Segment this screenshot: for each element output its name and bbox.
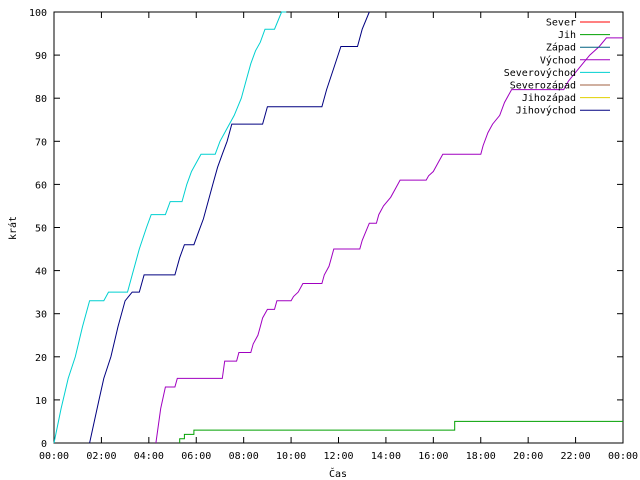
x-tick-label: 18:00 xyxy=(466,451,496,462)
series-line-východ xyxy=(155,37,623,444)
x-tick-label: 20:00 xyxy=(513,451,543,462)
y-tick-label: 80 xyxy=(35,94,47,105)
legend-label: Sever xyxy=(546,18,576,29)
y-tick-label: 60 xyxy=(35,180,47,191)
y-tick-label: 90 xyxy=(35,51,47,62)
x-tick-label: 10:00 xyxy=(276,451,306,462)
legend-label: Jihozápad xyxy=(522,92,576,104)
x-tick-label: 02:00 xyxy=(86,451,116,462)
x-tick-label: 14:00 xyxy=(371,451,401,462)
y-tick-label: 10 xyxy=(35,396,47,407)
x-tick-label: 12:00 xyxy=(323,451,353,462)
legend-label: Západ xyxy=(546,42,576,54)
y-tick-label: 50 xyxy=(35,224,47,235)
x-tick-label: 04:00 xyxy=(134,451,164,462)
y-tick-label: 0 xyxy=(41,439,47,450)
legend-label: Východ xyxy=(540,54,576,66)
series-line-severovýchod xyxy=(53,11,287,444)
y-tick-label: 40 xyxy=(35,267,47,278)
legend-label: Jihovýchod xyxy=(516,105,576,117)
x-tick-label: 22:00 xyxy=(561,451,591,462)
x-tick-label: 00:00 xyxy=(39,451,69,462)
series-line-jihovýchod xyxy=(89,11,370,444)
x-tick-label: 16:00 xyxy=(418,451,448,462)
legend-label: Jih xyxy=(558,30,576,41)
legend-label: Severozápad xyxy=(510,80,576,92)
y-tick-label: 30 xyxy=(35,310,47,321)
x-tick-label: 00:00 xyxy=(608,451,638,462)
x-tick-label: 06:00 xyxy=(181,451,211,462)
x-axis-title: Čas xyxy=(329,467,347,480)
series-line-jih xyxy=(179,420,623,443)
y-tick-label: 20 xyxy=(35,353,47,364)
y-tick-label: 70 xyxy=(35,137,47,148)
legend-label: Severovýchod xyxy=(504,67,576,79)
y-tick-label: 100 xyxy=(29,8,47,19)
plot-area xyxy=(53,11,624,444)
y-axis-title: krát xyxy=(7,216,19,240)
x-tick-label: 08:00 xyxy=(229,451,259,462)
